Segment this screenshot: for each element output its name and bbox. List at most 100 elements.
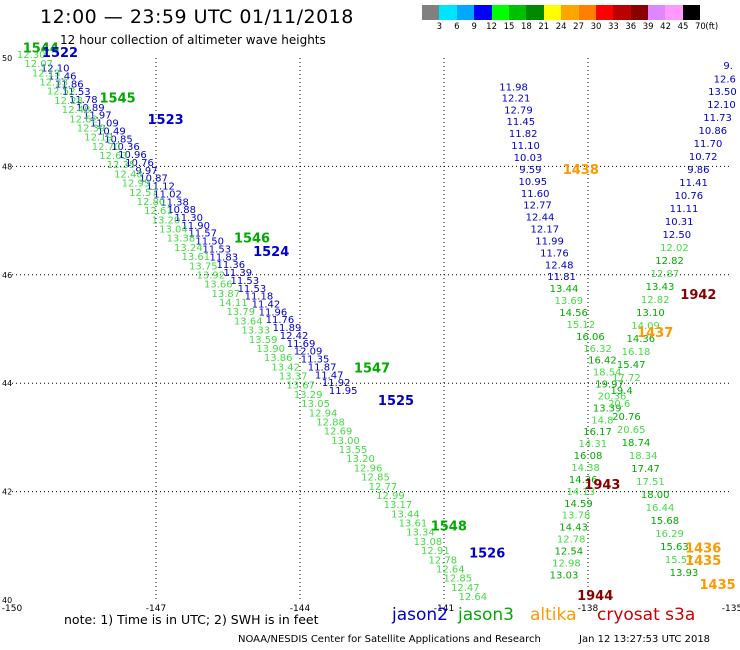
lat-tick-label: 46	[2, 271, 12, 280]
color-scale-label: 12	[486, 22, 498, 32]
wave-height-altika: 11.76	[540, 248, 569, 259]
wave-height-altika: 12.17	[530, 225, 559, 236]
lon-tick-label: -147	[146, 604, 166, 614]
wave-height-altika: 12.54	[554, 546, 583, 557]
pass-time-jason2: 1523	[148, 113, 184, 128]
lon-tick-label: -138	[578, 604, 599, 614]
wave-height-jason2: 11.78	[69, 95, 98, 106]
wave-height-altika: 18.54	[593, 368, 622, 379]
color-scale-bar	[422, 5, 701, 20]
wave-height-jason3: 12.85	[444, 574, 473, 585]
color-swatch	[526, 5, 544, 20]
color-scale-label: 33	[607, 22, 619, 32]
wave-height-cryosat: 11.70	[694, 139, 723, 150]
color-swatch	[630, 5, 649, 20]
wave-height-jason2: 11.95	[329, 386, 358, 397]
lon-tick-label: -135	[722, 604, 740, 614]
wave-height-cryosat: 10.31	[665, 217, 694, 228]
wave-height-jason3: 12.52	[47, 87, 76, 98]
footer-credit: NOAA/NESDIS Center for Satellite Applica…	[238, 634, 541, 645]
wave-height-cryosat: 9.	[723, 61, 733, 72]
wave-height-cryosat: 17.51	[636, 477, 665, 488]
wave-height-cryosat: 10.72	[689, 152, 718, 163]
wave-height-jason2: 10.96	[118, 150, 147, 161]
wave-height-jason3: 13.29	[294, 390, 323, 401]
map-grid	[12, 58, 732, 600]
wave-height-altika: 12.79	[504, 105, 533, 116]
wave-height-jason2: 11.92	[322, 378, 351, 389]
wave-height-jason2: 11.53	[202, 244, 231, 255]
wave-height-cryosat: 13.10	[636, 308, 665, 319]
wave-height-altika: 16.42	[588, 356, 617, 367]
wave-height-altika: 11.99	[535, 236, 564, 247]
wave-height-cryosat: 12.50	[662, 230, 691, 241]
wave-height-cryosat: 20.65	[617, 425, 646, 436]
pass-time-cryosat: 1942	[680, 288, 716, 303]
wave-height-cryosat: 15.68	[650, 516, 679, 527]
wave-height-jason3: 13.79	[226, 307, 255, 318]
wave-height-jason3: 13.08	[414, 537, 443, 548]
wave-height-jason2: 11.87	[308, 362, 337, 373]
color-swatch	[491, 5, 509, 20]
wave-height-jason3: 13.55	[339, 445, 368, 456]
wave-height-cryosat: 12.82	[655, 256, 684, 267]
wave-height-jason3: 12.91	[421, 546, 450, 557]
wave-height-jason3: 13.67	[286, 381, 315, 392]
wave-height-jason2: 11.53	[62, 87, 91, 98]
color-scale-label: 45	[677, 22, 689, 32]
wave-height-jason3: 12.57	[129, 188, 158, 199]
wave-height-jason3: 13.42	[271, 362, 300, 373]
wave-height-cryosat: 12.87	[650, 269, 679, 280]
lat-tick-label: 40	[2, 596, 12, 605]
color-swatch	[648, 5, 666, 20]
color-swatch	[665, 5, 683, 20]
wave-height-jason2: 11.39	[224, 268, 253, 279]
pass-time-jason3: 1548	[431, 520, 467, 535]
wave-height-jason2: 11.35	[301, 355, 330, 366]
wave-height-jason3: 12.48	[62, 105, 91, 116]
lon-tick-label: -141	[434, 604, 454, 614]
wave-height-jason3: 13.20	[152, 215, 181, 226]
pass-time-jason3: 1545	[100, 91, 136, 106]
wave-height-cryosat: 10.86	[698, 126, 727, 137]
wave-height-jason3: 12.62	[69, 114, 98, 125]
wave-height-jason3: 12.64	[436, 564, 465, 575]
wave-height-altika: 12.44	[526, 213, 555, 224]
color-scale-label: 6	[454, 22, 460, 32]
wave-height-cryosat: 12.82	[641, 295, 670, 306]
wave-height-jason3: 14.11	[219, 298, 248, 309]
wave-height-cryosat: 16.29	[655, 529, 684, 540]
wave-height-jason3: 13.61	[399, 519, 428, 530]
wave-height-cryosat: 18.00	[641, 490, 670, 501]
wave-height-jason2: 11.97	[83, 111, 112, 122]
footer-timestamp: Jan 12 13:27:53 UTC 2018	[579, 634, 711, 645]
wave-height-jason3: 12.70	[92, 142, 121, 153]
wave-height-jason3: 12.85	[361, 473, 390, 484]
pass-time-jason2: 1526	[469, 547, 505, 562]
wave-height-altika: 14.38	[571, 463, 600, 474]
wave-height-altika: 9.59	[519, 165, 541, 176]
wave-height-jason2: 11.38	[160, 197, 189, 208]
wave-height-jason3: 12.78	[429, 555, 458, 566]
wave-height-cryosat: 19.4	[610, 386, 632, 397]
wave-height-jason3: 12.35	[107, 160, 136, 171]
wave-height-cryosat: 15.47	[617, 360, 646, 371]
wave-height-jason2: 11.50	[195, 237, 224, 248]
wave-height-jason3: 13.04	[159, 225, 188, 236]
chart-title: 12:00 — 23:59 UTC 01/11/2018	[40, 6, 354, 28]
wave-height-jason3: 12.69	[324, 427, 353, 438]
wave-height-altika: 20.36	[598, 391, 627, 402]
wave-height-jason3: 12.61	[144, 206, 173, 217]
wave-height-cryosat: 13.43	[646, 282, 675, 293]
wave-height-jason2: 12.09	[294, 347, 323, 358]
wave-height-jason2: 11.53	[231, 276, 260, 287]
wave-height-jason2: 11.83	[209, 252, 238, 263]
wave-height-cryosat: 20.6	[608, 399, 630, 410]
color-swatch	[422, 5, 440, 20]
wave-height-jason2: 11.02	[153, 189, 182, 200]
wave-height-jason3: 12.96	[354, 463, 383, 474]
color-scale-label: 9	[471, 22, 477, 32]
wave-height-jason3: 12.94	[309, 408, 338, 419]
wave-height-altika: 11.81	[547, 272, 576, 283]
